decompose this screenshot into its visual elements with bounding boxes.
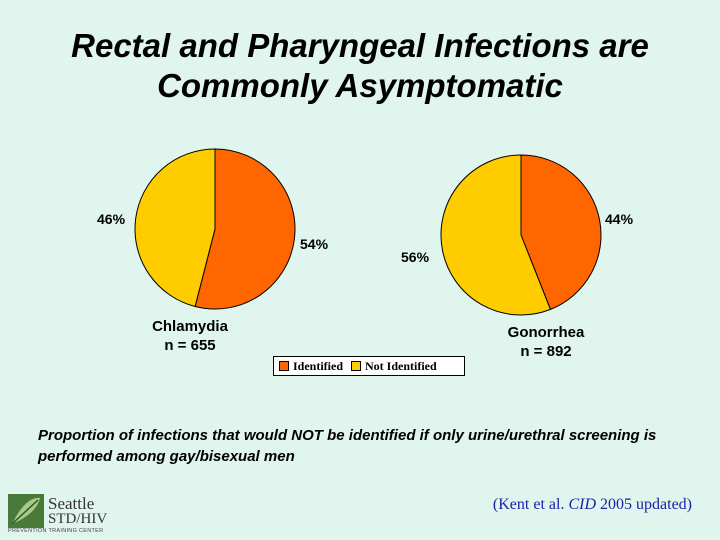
chlamydia-name: Chlamydia <box>152 318 228 335</box>
gonorrhea-pie <box>440 154 602 316</box>
leaf-icon <box>8 494 44 528</box>
citation: (Kent et al. CID 2005 updated) <box>493 496 692 514</box>
slide-title: Rectal and Pharyngeal Infections are Com… <box>0 26 720 106</box>
gonorrhea-n: n = 892 <box>520 343 572 360</box>
gonorrhea-slice-not-identified <box>440 154 552 316</box>
legend-label-identified: Identified <box>293 358 344 373</box>
chlamydia-identified-label: 54% <box>300 236 329 252</box>
caption: Proportion of infections that would NOT … <box>38 427 657 465</box>
gonorrhea-chart-label: Gonorrhea n = 892 <box>476 323 616 361</box>
chlamydia-slice-identified <box>194 148 296 310</box>
title-line-1: Rectal and Pharyngeal Infections are <box>71 27 649 64</box>
chlamydia-n: n = 655 <box>164 337 216 354</box>
title-line-2: Commonly Asymptomatic <box>157 67 563 104</box>
gonorrhea-slice-identified <box>520 154 602 311</box>
legend-swatch-not-identified <box>351 361 362 371</box>
chlamydia-chart-label: Chlamydia n = 655 <box>120 317 260 355</box>
chlamydia-not-identified-label: 46% <box>97 211 126 227</box>
legend-item-identified: Identified <box>279 359 343 374</box>
logo-line-3: PREVENTION TRAINING CENTER <box>8 528 104 534</box>
citation-journal: CID <box>568 496 597 513</box>
logo-line-2: STD/HIV <box>48 511 108 527</box>
gonorrhea-not-identified-label: 56% <box>401 249 430 265</box>
gonorrhea-identified-label: 44% <box>605 211 634 227</box>
chlamydia-slice-not-identified <box>134 148 216 308</box>
chlamydia-pie <box>134 148 296 310</box>
logo-line-1: Seattle <box>48 494 95 513</box>
seattle-std-hiv-logo: Seattle STD/HIV PREVENTION TRAINING CENT… <box>8 494 112 536</box>
legend-swatch-identified <box>279 361 289 371</box>
legend-label-not-identified: Not Identified <box>365 358 437 373</box>
legend-item-not-identified: Not Identified <box>351 359 437 374</box>
citation-prefix: (Kent et al. <box>492 496 569 513</box>
citation-suffix: 2005 updated) <box>596 496 692 513</box>
gonorrhea-name: Gonorrhea <box>507 324 585 341</box>
chart-legend: Identified Not Identified <box>273 356 465 376</box>
